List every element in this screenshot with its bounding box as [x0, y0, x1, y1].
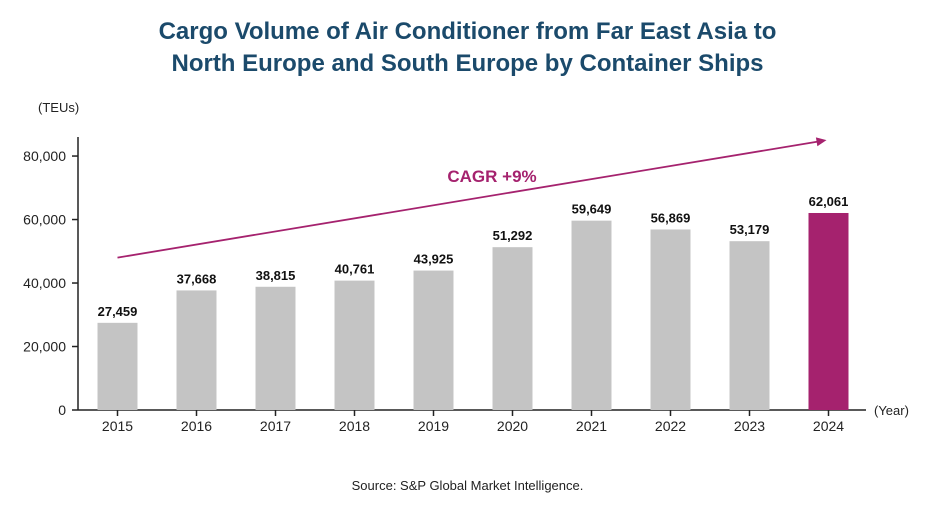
data-label-2024: 62,061 [809, 194, 849, 209]
bar-2015 [97, 322, 138, 410]
x-tick-label-2019: 2019 [418, 418, 449, 434]
x-tick-label-2020: 2020 [497, 418, 528, 434]
y-axis-label: (TEUs) [38, 100, 79, 115]
bar-2022 [650, 229, 691, 410]
chart-title-line-1: Cargo Volume of Air Conditioner from Far… [158, 18, 777, 45]
x-tick-label-2016: 2016 [181, 418, 212, 434]
bar-2019 [413, 270, 454, 410]
bar-2020 [492, 247, 533, 410]
data-label-2017: 38,815 [256, 268, 296, 283]
cagr-label: CAGR +9% [447, 167, 536, 186]
x-tick-label-2015: 2015 [102, 418, 133, 434]
bar-2021 [571, 220, 612, 410]
data-label-2020: 51,292 [493, 228, 533, 243]
y-tick-label: 20,000 [23, 339, 66, 355]
data-label-2019: 43,925 [414, 252, 454, 267]
y-tick-label: 80,000 [23, 148, 66, 164]
bars: 27,459 37,668 38,815 40,761 43,925 51,292 59,6… [97, 194, 849, 410]
bar-2017 [255, 286, 296, 410]
x-tick-label-2021: 2021 [576, 418, 607, 434]
cagr-trend-line [117, 140, 819, 259]
x-tick-label-2024: 2024 [813, 418, 844, 434]
data-label-2015: 27,459 [98, 304, 138, 319]
bar-2016 [176, 290, 217, 410]
cagr-arrowhead-icon [815, 137, 827, 147]
chart-title: Cargo Volume of Air Conditioner from Far… [0, 16, 935, 80]
x-tick-label-2022: 2022 [655, 418, 686, 434]
y-tick-label: 40,000 [23, 275, 66, 291]
bar-2023 [729, 241, 770, 410]
data-label-2023: 53,179 [730, 222, 770, 237]
data-label-2021: 59,649 [572, 202, 612, 217]
y-axis: (TEUs) 0 20,000 40,000 60,000 80,000 [23, 100, 79, 418]
data-label-2022: 56,869 [651, 210, 691, 225]
y-tick-label: 0 [58, 402, 66, 418]
cagr-annotation: CAGR +9% [117, 137, 827, 259]
y-tick-label: 60,000 [23, 212, 66, 228]
bar-2024 [808, 212, 849, 410]
x-tick-label-2023: 2023 [734, 418, 765, 434]
x-axis-label: (Year) [874, 403, 909, 418]
source-note: Source: S&P Global Market Intelligence. [351, 478, 584, 493]
x-tick-label-2017: 2017 [260, 418, 291, 434]
data-label-2016: 37,668 [177, 271, 217, 286]
data-label-2018: 40,761 [335, 262, 375, 277]
bar-2018 [334, 280, 375, 410]
x-tick-label-2018: 2018 [339, 418, 370, 434]
chart-title-line-2: North Europe and South Europe by Contain… [171, 50, 764, 77]
